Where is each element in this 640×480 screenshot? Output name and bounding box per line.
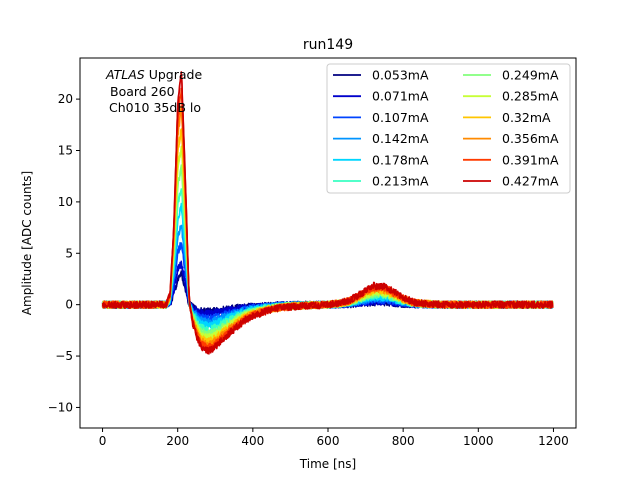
x-tick-label: 0	[99, 434, 107, 448]
legend-label: 0.391mA	[502, 152, 559, 167]
legend-item: 0.107mA	[333, 110, 429, 125]
series-line	[101, 71, 553, 355]
legend-item: 0.142mA	[333, 131, 429, 146]
annotation-line-3: Ch010 35dB lo	[109, 100, 201, 115]
annotation-line-2: Board 260	[110, 84, 175, 99]
y-tick-label: 5	[65, 246, 73, 260]
legend-label: 0.107mA	[372, 110, 429, 125]
y-tick-label: 20	[58, 92, 73, 106]
legend-label: 0.427mA	[502, 174, 559, 189]
legend-label: 0.356mA	[502, 131, 559, 146]
y-tick-label: 10	[58, 195, 73, 209]
y-axis: −10 −5 0 5 10 15 20	[48, 92, 80, 414]
legend-label: 0.178mA	[372, 152, 429, 167]
y-tick-label: 15	[58, 144, 73, 158]
y-axis-label: Amplitude [ADC counts]	[20, 171, 34, 315]
series-0.427mA	[101, 71, 554, 355]
x-axis: 0 200 400 600 800 1000 1200	[99, 428, 569, 448]
legend-label: 0.32mA	[502, 110, 551, 125]
legend-item: 0.178mA	[333, 152, 429, 167]
x-axis-label: Time [ns]	[299, 457, 356, 471]
legend-item: 0.356mA	[463, 131, 559, 146]
x-tick-label: 400	[241, 434, 264, 448]
legend-item: 0.285mA	[463, 89, 559, 104]
chart-title: run149	[303, 37, 353, 53]
legend-item: 0.391mA	[463, 152, 559, 167]
x-tick-label: 800	[392, 434, 415, 448]
annotation-atlas: ATLAS	[105, 67, 145, 82]
legend-label: 0.053mA	[372, 68, 429, 83]
legend-item: 0.32mA	[463, 110, 551, 125]
legend-label: 0.071mA	[372, 89, 429, 104]
legend: 0.053mA 0.071mA 0.107mA 0.142mA 0.178mA 0.213…	[326, 63, 571, 194]
legend-label: 0.213mA	[372, 174, 429, 189]
y-tick-label: −5	[55, 349, 73, 363]
atlas-annotation: ATLAS Upgrade Board 260 Ch010 35dB lo	[105, 67, 202, 115]
legend-item: 0.071mA	[333, 89, 429, 104]
series-layer	[101, 71, 554, 355]
legend-label: 0.142mA	[372, 131, 429, 146]
x-tick-label: 1200	[538, 434, 569, 448]
annotation-upgrade: Upgrade	[145, 67, 203, 82]
legend-item: 0.427mA	[463, 174, 559, 189]
annotation-line-1: ATLAS Upgrade	[105, 67, 202, 82]
legend-item: 0.213mA	[333, 174, 429, 189]
legend-item: 0.053mA	[333, 68, 429, 83]
x-tick-label: 200	[166, 434, 189, 448]
legend-label: 0.285mA	[502, 89, 559, 104]
legend-frame	[326, 63, 571, 194]
x-tick-label: 1000	[463, 434, 494, 448]
y-tick-label: −10	[48, 400, 73, 414]
legend-item: 0.249mA	[463, 68, 559, 83]
x-tick-label: 600	[317, 434, 340, 448]
legend-label: 0.249mA	[502, 68, 559, 83]
y-tick-label: 0	[65, 298, 73, 312]
